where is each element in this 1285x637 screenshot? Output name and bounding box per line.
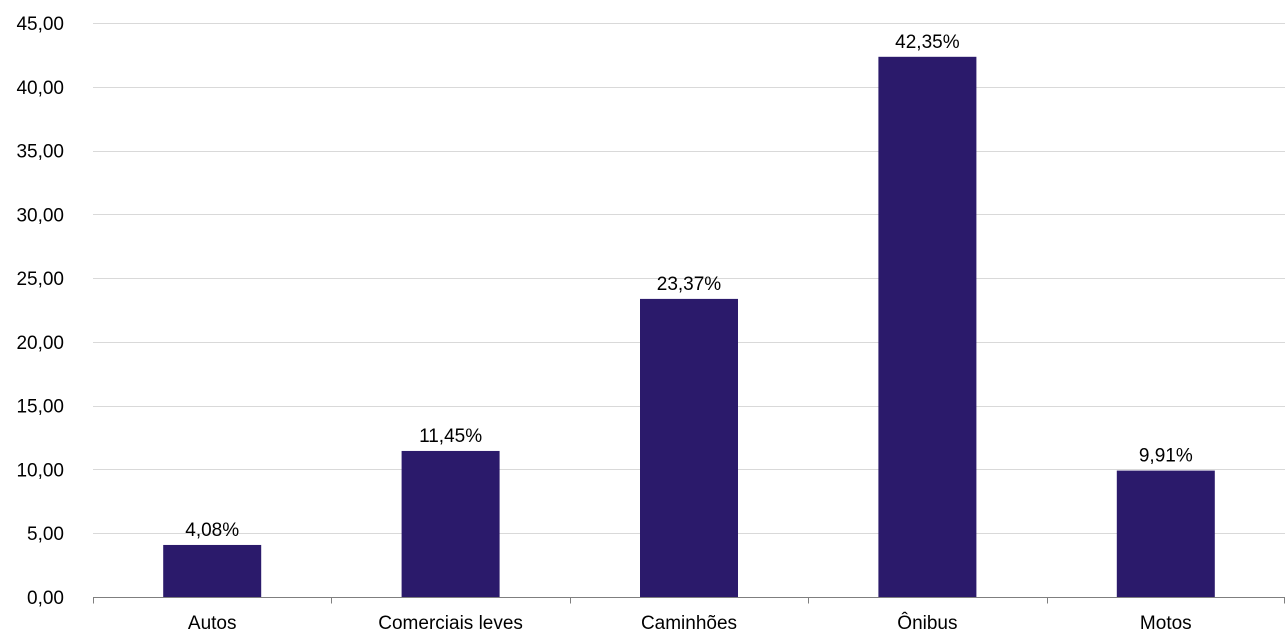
data-label: 11,45%: [419, 426, 482, 447]
data-labels: 4,08% 11,45% 23,37% 42,35% 9,91%: [185, 32, 1193, 541]
data-label: 4,08%: [185, 520, 239, 541]
data-label: 42,35%: [895, 32, 960, 53]
x-axis-tick-labels: Autos Comerciais leves Caminhões Ônibus Moto…: [188, 612, 1192, 634]
y-tick-label: 30,00: [16, 205, 64, 226]
x-tick-label: Autos: [188, 613, 237, 634]
y-tick-label: 40,00: [16, 78, 64, 99]
data-label: 23,37%: [657, 274, 722, 295]
y-tick-label: 20,00: [16, 333, 64, 354]
bar: [878, 56, 977, 597]
y-axis-tick-labels: 0,00 5,00 10,00 15,00 20,00 25,00 30,00 35,00 40…: [16, 14, 64, 609]
x-tick-label: Motos: [1140, 613, 1192, 634]
bars: [163, 56, 1215, 597]
y-tick-label: 5,00: [27, 524, 64, 545]
y-tick-label: 15,00: [16, 397, 64, 418]
x-tick-label: Caminhões: [641, 613, 737, 634]
y-tick-label: 0,00: [27, 588, 64, 609]
y-tick-label: 10,00: [16, 460, 64, 481]
bar: [163, 544, 262, 597]
x-axis: [93, 597, 1285, 604]
bar: [401, 450, 500, 597]
y-tick-label: 25,00: [16, 269, 64, 290]
y-tick-label: 35,00: [16, 142, 64, 163]
bar: [1116, 470, 1215, 597]
gridlines: [93, 23, 1285, 534]
bar: [640, 298, 738, 597]
data-label: 9,91%: [1139, 446, 1193, 467]
y-tick-label: 45,00: [16, 14, 64, 35]
x-tick-label: Comerciais leves: [378, 613, 523, 634]
x-tick-label: Ônibus: [897, 612, 957, 634]
